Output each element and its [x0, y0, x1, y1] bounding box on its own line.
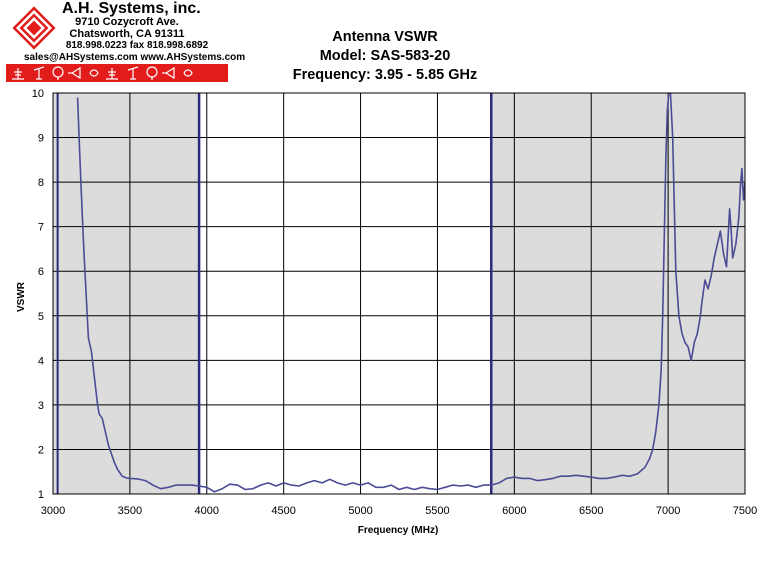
- horn-icon: [68, 66, 81, 80]
- company-header: A.H. Systems, inc. 9710 Cozycroft Ave. C…: [6, 0, 245, 84]
- chart-title: Antenna VSWR: [332, 29, 438, 45]
- horn-antenna-icon: [33, 66, 45, 80]
- antenna-tower-icon: [12, 68, 24, 80]
- x-tick-label-6: 5500: [425, 505, 449, 517]
- chart-frequency: Frequency: 3.95 - 5.85 GHz: [292, 67, 478, 83]
- plot-frame: [52, 92, 746, 495]
- y-tick-label-10: 10: [32, 88, 44, 100]
- y-tick-label-9: 9: [38, 133, 44, 145]
- y-tick-label-6: 6: [38, 266, 44, 278]
- horn-icon-2: [162, 66, 175, 80]
- series-layer: [76, 93, 745, 493]
- address-line2: Chatsworth, CA 91311: [69, 28, 185, 40]
- probe-icon-2: [183, 69, 193, 77]
- chart-model: Model: SAS-583-20: [319, 48, 451, 64]
- shaded-region-2: [491, 93, 745, 494]
- address-line1: 9710 Cozycroft Ave.: [75, 16, 179, 28]
- x-tick-label-4: 4500: [271, 505, 295, 517]
- email-website: sales@AHSystems.com www.AHSystems.com: [24, 52, 246, 63]
- x-tick-label-10: 7500: [733, 505, 757, 517]
- y-tick-label-4: 4: [38, 355, 44, 367]
- x-axis-ticks: 3000 3500 4000 4500 5000 5500 6000 6500 7000 7500: [41, 505, 757, 517]
- x-tick-label-8: 6500: [579, 505, 603, 517]
- shaded-region-1: [53, 93, 200, 494]
- y-tick-label-5: 5: [38, 311, 44, 323]
- probe-icon: [89, 69, 99, 77]
- x-tick-label-9: 7000: [656, 505, 680, 517]
- antenna-tower-icon-2: [106, 68, 118, 80]
- y-tick-label-1: 1: [38, 489, 44, 501]
- x-tick-label-1: 3000: [41, 505, 65, 517]
- y-tick-label-8: 8: [38, 177, 44, 189]
- y-axis-ticks: 1 2 3 4 5 6 7 8 9 10: [32, 88, 44, 501]
- x-tick-label-2: 3500: [118, 505, 142, 517]
- horn-antenna-icon-2: [127, 66, 139, 80]
- band-markers: [56, 93, 493, 494]
- y-tick-label-3: 3: [38, 400, 44, 412]
- x-tick-label-3: 4000: [195, 505, 219, 517]
- x-axis-label: Frequency (MHz): [358, 525, 439, 536]
- vswr-series-line: [76, 93, 745, 493]
- x-tick-label-5: 5000: [348, 505, 372, 517]
- y-tick-label-7: 7: [38, 222, 44, 234]
- y-tick-label-2: 2: [38, 444, 44, 456]
- x-tick-label-7: 6000: [502, 505, 526, 517]
- chart-title-block: Antenna VSWR Model: SAS-583-20 Frequency…: [260, 28, 510, 85]
- company-logo-icon: [12, 6, 56, 50]
- phone-fax: 818.998.0223 fax 818.998.6892: [65, 40, 209, 51]
- antenna-icons: [12, 66, 193, 80]
- product-icon-strip: [6, 64, 228, 82]
- company-name: A.H. Systems, inc.: [62, 0, 201, 17]
- y-axis-label: VSWR: [16, 281, 27, 312]
- plot-border: [52, 92, 746, 495]
